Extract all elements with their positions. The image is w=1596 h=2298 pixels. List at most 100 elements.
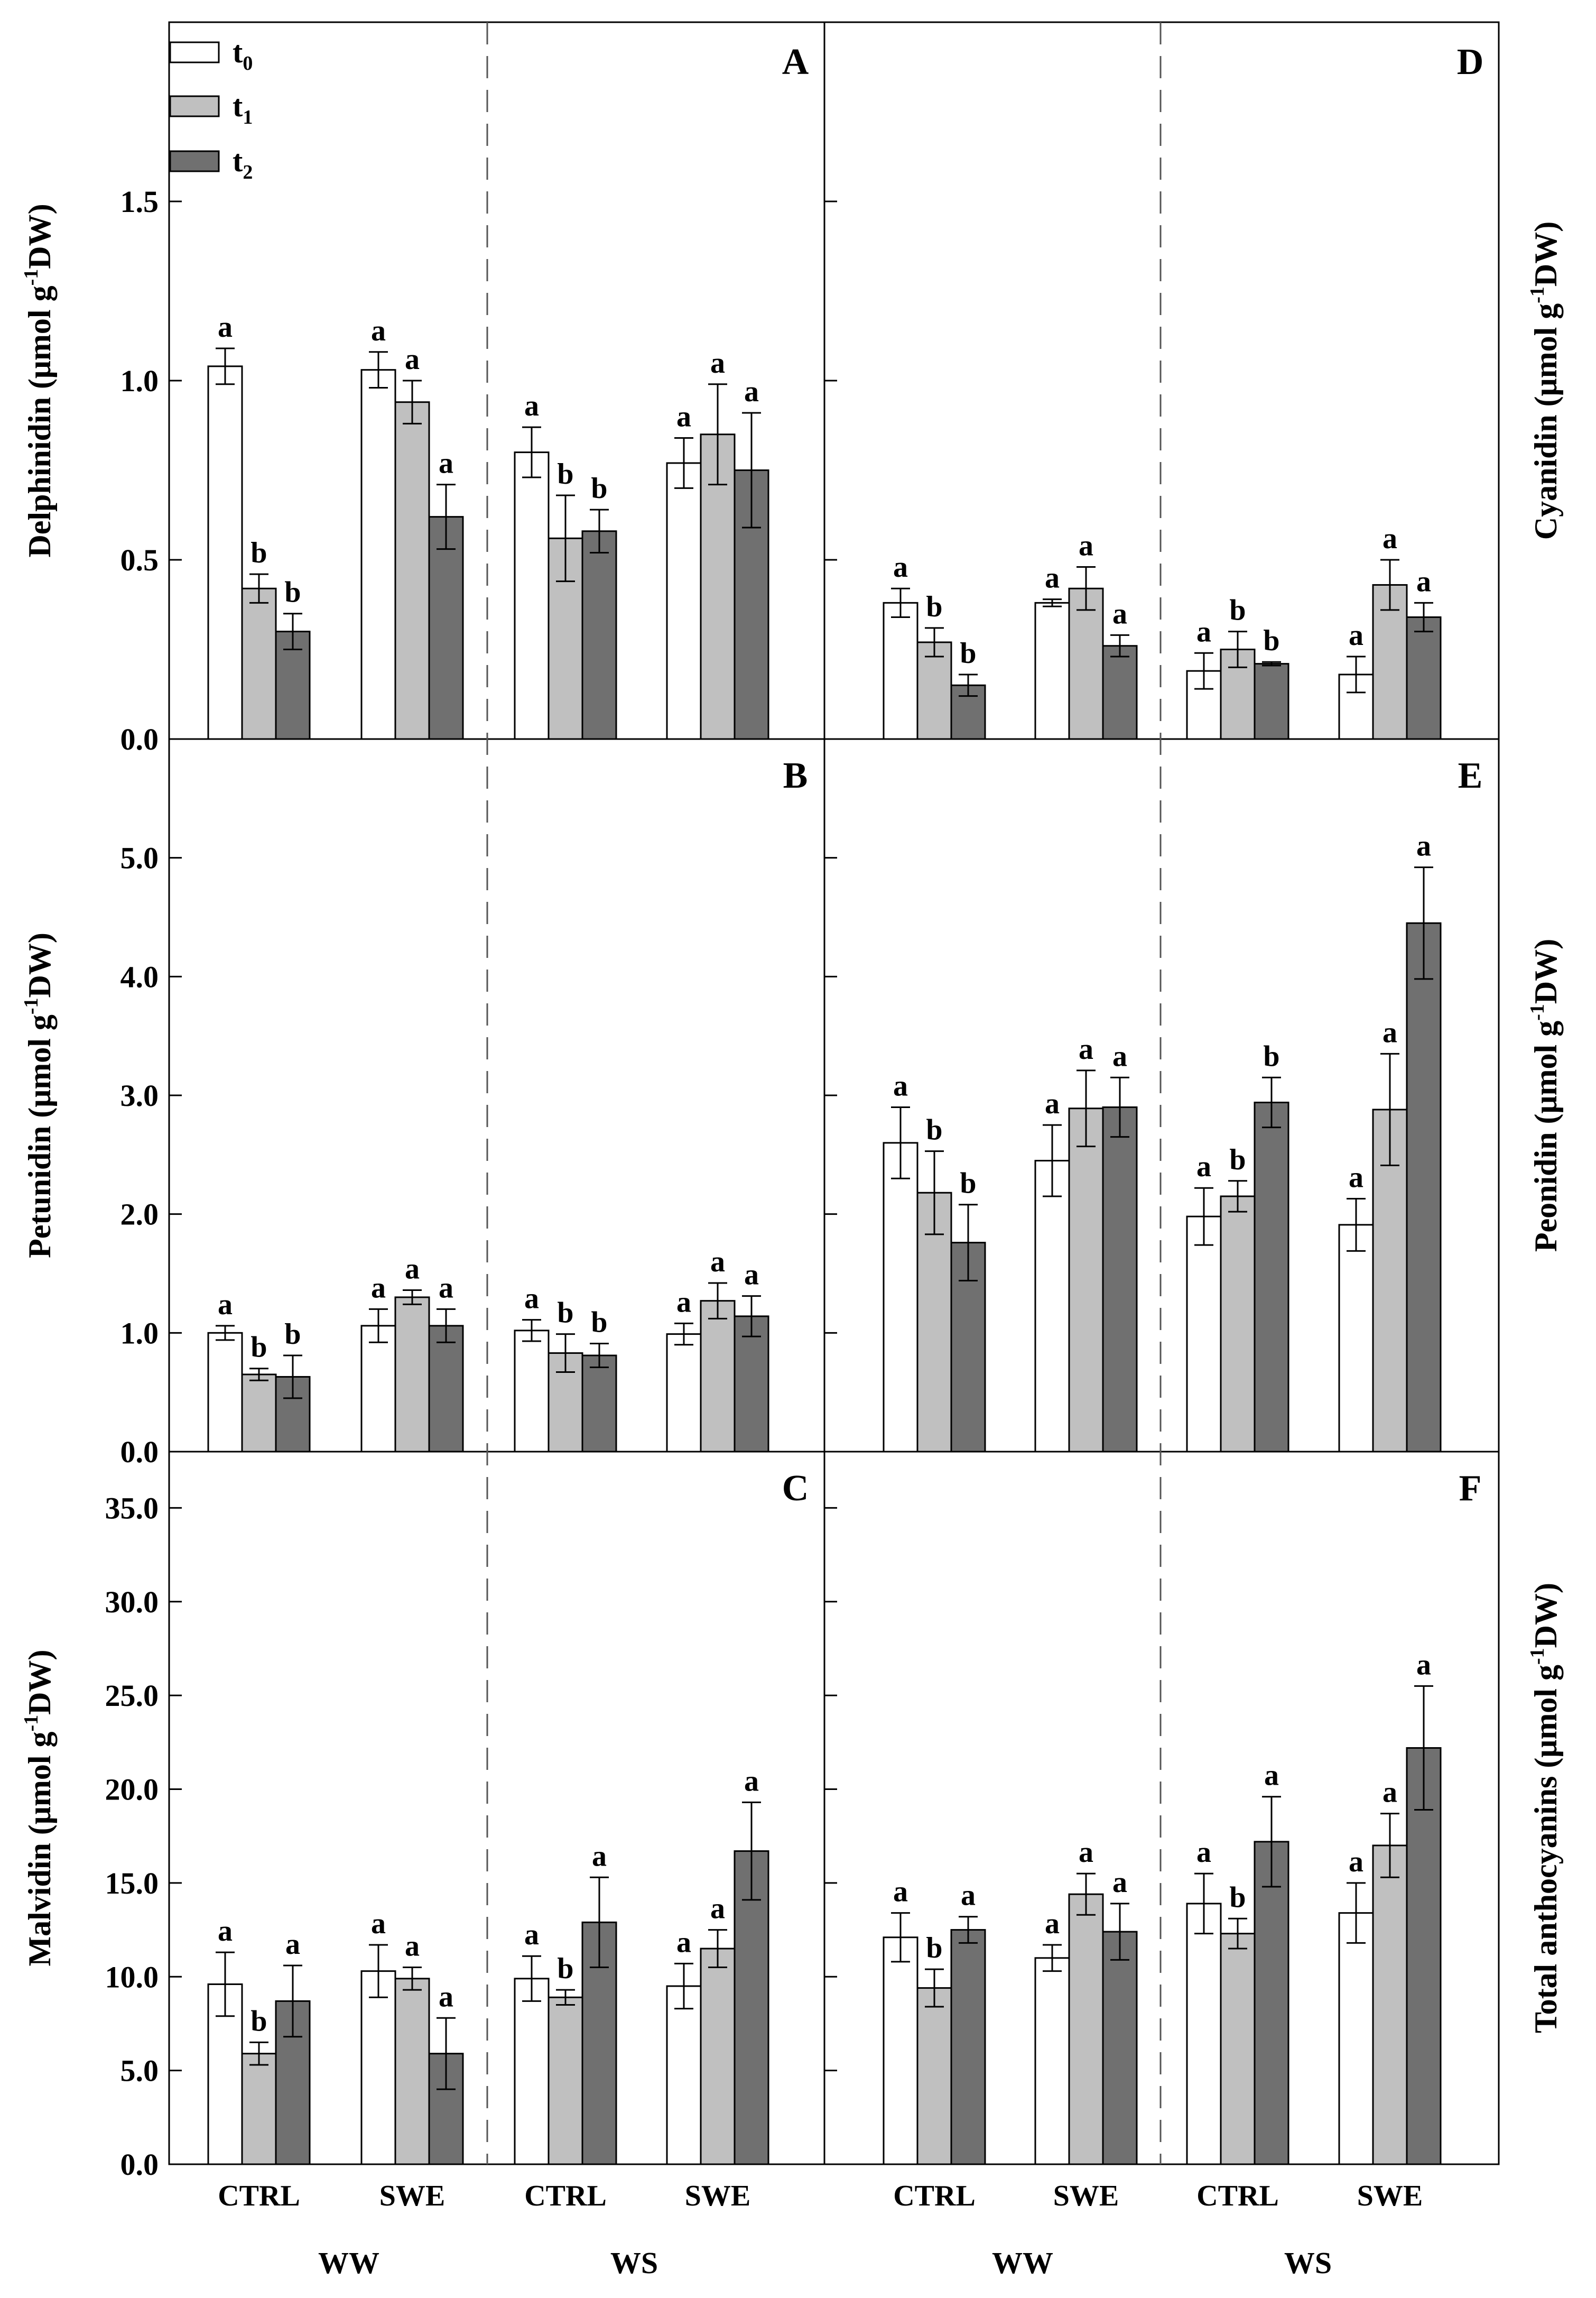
bar-c-g3-t0 xyxy=(666,1985,702,2165)
bar-f-g3-t2 xyxy=(1406,1747,1442,2165)
y-tick-label-a-2: 1.0 xyxy=(120,364,159,398)
significance-letter-c-g3-t1: a xyxy=(710,1893,725,1925)
y-axis-title-petunidin: Petunidin (μmol g-1DW) xyxy=(20,933,57,1258)
significance-letter-b-g0-t0: a xyxy=(218,1288,233,1321)
bar-d-g2-t2 xyxy=(1254,663,1289,740)
bar-d-g0-t0 xyxy=(883,602,918,740)
y-axis-title-delphinidin: Delphinidin (μmol g-1DW) xyxy=(20,204,57,557)
panel-letter-c: C xyxy=(782,1468,809,1509)
y-tick-label-b-0: 0.0 xyxy=(120,1435,159,1469)
significance-letter-b-g2-t2: b xyxy=(591,1306,607,1339)
significance-letter-b-g1-t1: a xyxy=(405,1252,420,1285)
significance-letter-e-g0-t0: a xyxy=(893,1069,908,1102)
y-tick-label-c-6: 30.0 xyxy=(105,1585,159,1619)
significance-letter-c-g3-t0: a xyxy=(676,1926,691,1959)
bar-e-g3-t2 xyxy=(1406,922,1442,1453)
significance-letter-c-g2-t2: a xyxy=(592,1840,607,1872)
significance-letter-a-g2-t1: b xyxy=(557,458,573,491)
bar-c-g2-t1 xyxy=(548,1996,583,2165)
bar-e-g2-t2 xyxy=(1254,1101,1289,1453)
bar-d-g0-t1 xyxy=(916,641,952,740)
significance-letter-e-g3-t1: a xyxy=(1382,1016,1397,1049)
category-label-swe-ww-right: SWE xyxy=(1053,2180,1119,2212)
bar-c-g3-t2 xyxy=(734,1850,769,2165)
bar-b-g2-t2 xyxy=(581,1354,617,1453)
bar-a-g1-t1 xyxy=(394,401,430,740)
significance-letter-e-g2-t1: b xyxy=(1229,1143,1246,1176)
significance-letter-d-g2-t2: b xyxy=(1263,624,1279,657)
significance-letter-b-g0-t2: b xyxy=(284,1318,301,1351)
category-label-ctrl-ws-left: CTRL xyxy=(524,2180,607,2212)
significance-letter-c-g1-t2: a xyxy=(439,1980,453,2013)
regime-label-ww-left: WW xyxy=(318,2246,379,2280)
significance-letter-e-g3-t2: a xyxy=(1416,830,1431,863)
bar-a-g3-t0 xyxy=(666,462,702,740)
significance-letter-f-g0-t2: a xyxy=(961,1879,976,1912)
significance-letter-d-g3-t0: a xyxy=(1349,619,1363,652)
bar-e-g3-t1 xyxy=(1372,1109,1408,1453)
significance-letter-f-g1-t2: a xyxy=(1112,1866,1127,1899)
panel-letter-a: A xyxy=(782,42,809,82)
category-label-ctrl-ww-left: CTRL xyxy=(218,2180,300,2212)
significance-letter-f-g3-t2: a xyxy=(1416,1648,1431,1681)
significance-letter-e-g2-t0: a xyxy=(1196,1150,1211,1183)
bar-d-g1-t0 xyxy=(1034,602,1070,740)
y-tick-label-c-5: 25.0 xyxy=(105,1678,159,1713)
significance-letter-f-g2-t0: a xyxy=(1196,1836,1211,1869)
regime-label-ws-right: WS xyxy=(1284,2246,1332,2280)
significance-letter-a-g3-t1: a xyxy=(710,347,725,380)
bar-f-g2-t2 xyxy=(1254,1841,1289,2165)
significance-letter-f-g2-t1: b xyxy=(1229,1881,1246,1914)
bar-b-g3-t1 xyxy=(700,1300,736,1453)
y-tick-label-b-4: 4.0 xyxy=(120,959,159,994)
significance-letter-a-g1-t1: a xyxy=(405,343,420,376)
significance-letter-f-g1-t1: a xyxy=(1079,1836,1093,1869)
significance-letter-f-g2-t2: a xyxy=(1264,1759,1279,1792)
y-tick-label-b-2: 2.0 xyxy=(120,1197,159,1232)
bar-e-g1-t1 xyxy=(1068,1108,1104,1453)
legend-swatch-t2 xyxy=(169,150,220,172)
significance-letter-d-g1-t2: a xyxy=(1112,597,1127,630)
significance-letter-a-g1-t0: a xyxy=(371,315,386,347)
y-tick-label-c-4: 20.0 xyxy=(105,1773,159,1807)
significance-letter-e-g1-t0: a xyxy=(1045,1087,1060,1120)
significance-letter-d-g1-t0: a xyxy=(1045,562,1060,595)
bar-c-g0-t1 xyxy=(241,2053,277,2165)
bar-c-g1-t1 xyxy=(394,1978,430,2165)
bar-b-g3-t2 xyxy=(734,1315,769,1453)
bar-a-g1-t0 xyxy=(360,369,396,740)
significance-letter-f-g3-t0: a xyxy=(1349,1845,1363,1878)
significance-letter-d-g0-t0: a xyxy=(893,551,908,584)
bar-b-g2-t0 xyxy=(514,1330,550,1453)
bar-c-g1-t0 xyxy=(360,1970,396,2165)
significance-letter-a-g0-t2: b xyxy=(284,576,301,609)
legend-label-t1: t1 xyxy=(233,89,253,128)
significance-letter-d-g0-t1: b xyxy=(926,590,942,623)
legend-swatch-t0 xyxy=(169,41,220,63)
significance-letter-b-g3-t1: a xyxy=(710,1245,725,1278)
bar-f-g0-t1 xyxy=(916,1987,952,2165)
legend-label-t2: t2 xyxy=(233,144,253,183)
significance-letter-d-g1-t1: a xyxy=(1079,530,1093,562)
bar-f-g1-t1 xyxy=(1068,1893,1104,2165)
significance-letter-d-g0-t2: b xyxy=(960,637,976,670)
significance-letter-e-g2-t2: b xyxy=(1263,1040,1279,1073)
panel-letter-f: F xyxy=(1459,1468,1482,1509)
significance-letter-e-g1-t1: a xyxy=(1079,1033,1093,1066)
bar-f-g2-t1 xyxy=(1220,1933,1256,2165)
y-tick-label-c-2: 10.0 xyxy=(105,1960,159,1994)
y-tick-label-c-7: 35.0 xyxy=(105,1491,159,1525)
bar-b-g1-t2 xyxy=(428,1325,464,1453)
significance-letter-b-g1-t0: a xyxy=(371,1271,386,1304)
bar-f-g0-t2 xyxy=(950,1929,986,2165)
significance-letter-c-g0-t0: a xyxy=(218,1915,233,1948)
significance-letter-c-g2-t0: a xyxy=(524,1918,539,1951)
significance-letter-c-g2-t1: b xyxy=(557,1952,573,1985)
significance-letter-a-g2-t0: a xyxy=(524,390,539,422)
y-tick-label-c-1: 5.0 xyxy=(120,2054,159,2088)
bar-f-g1-t0 xyxy=(1034,1957,1070,2165)
bar-a-g0-t1 xyxy=(241,587,277,740)
bar-d-g3-t2 xyxy=(1406,616,1442,740)
category-label-ctrl-ww-right: CTRL xyxy=(893,2180,976,2212)
y-tick-label-a-0: 0.0 xyxy=(120,722,159,756)
